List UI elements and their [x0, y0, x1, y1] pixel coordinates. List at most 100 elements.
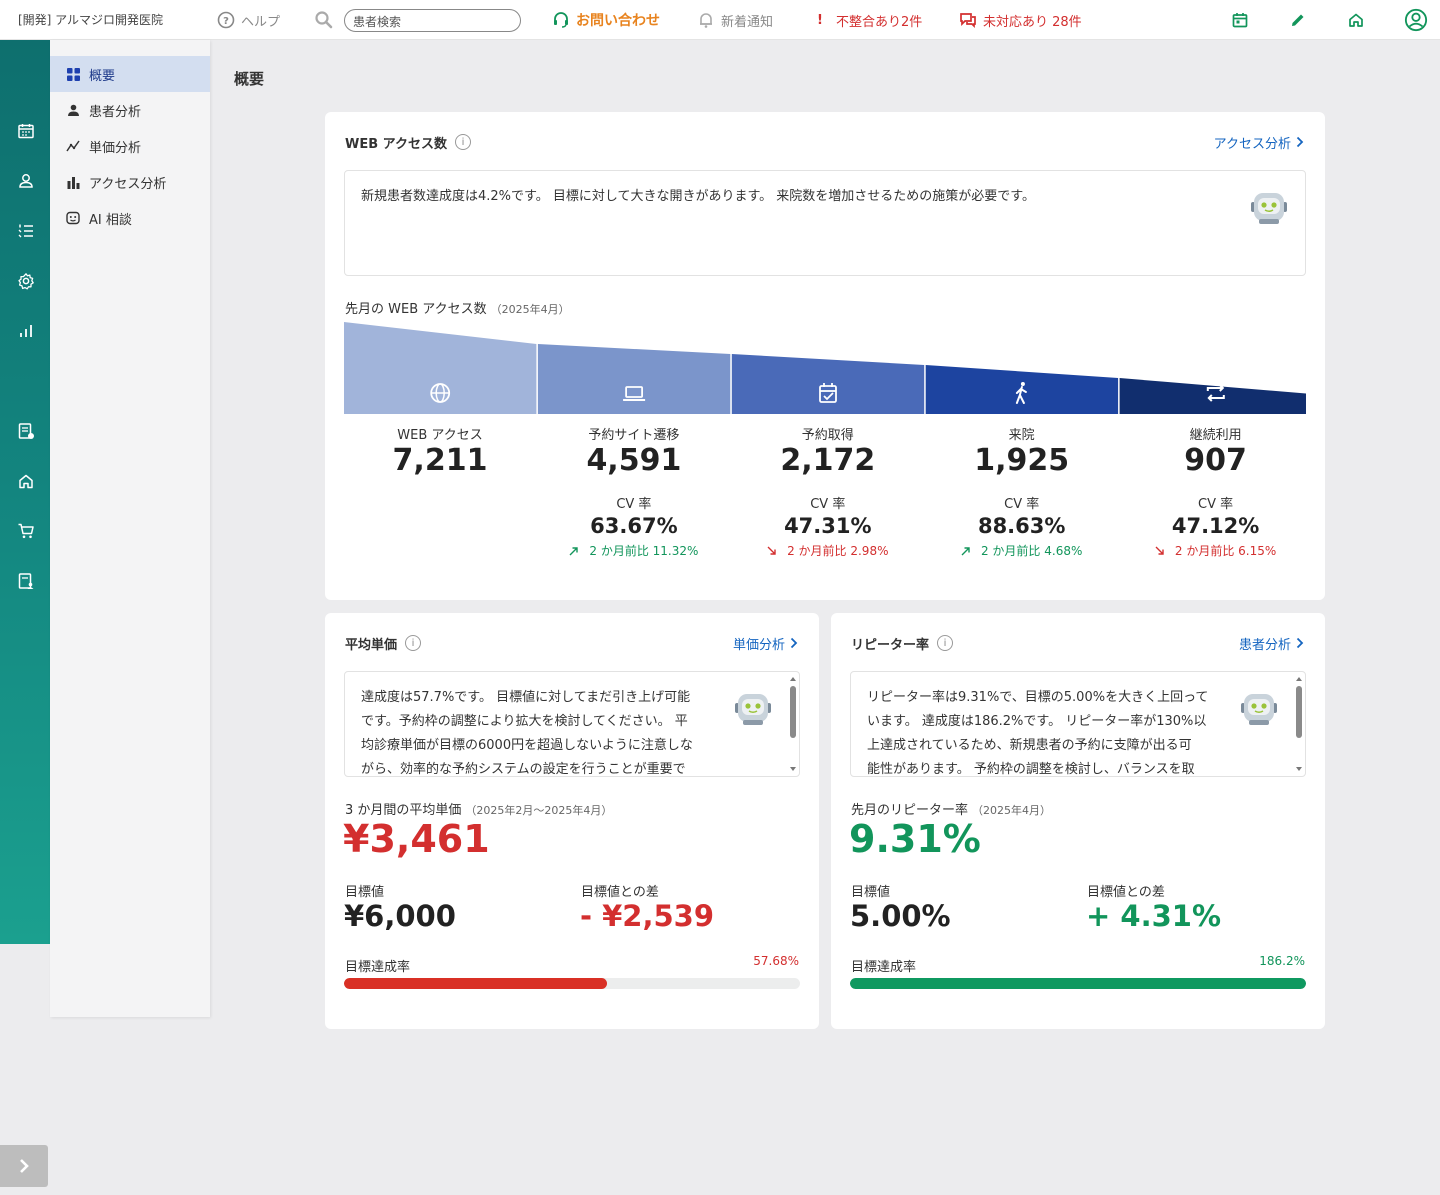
ai-comment-box[interactable]: リピーター率は9.31%で、目標の5.00%を大きく上回って います。 達成度は… [850, 671, 1306, 777]
subnav-item-patient-analysis[interactable]: 患者分析 [50, 92, 210, 128]
rail-user-report[interactable] [15, 570, 37, 592]
info-icon[interactable]: i [455, 134, 472, 150]
subnav-label: 概要 [89, 68, 116, 84]
calendar-button[interactable] [1228, 0, 1252, 40]
link-label: 患者分析 [1238, 637, 1291, 653]
ai-comment-box: 新規患者数達成度は4.2%です。 目標に対して大きな開きがあります。 来院数を増… [344, 170, 1306, 276]
subnav-item-ai-consult[interactable]: AI 相談 [50, 200, 210, 236]
achievement-percent: 186.2% [1259, 954, 1305, 968]
sub-navigation: 概要 患者分析 単価分析 アクセス分析 AI 相談 [50, 40, 210, 1017]
bar-chart-icon [66, 175, 80, 189]
kpi-subtitle-text: 先月のリピーター率 [851, 803, 969, 818]
rail-cart[interactable] [15, 520, 37, 542]
comparison-text: 2 か月前比 11.32% [589, 544, 699, 558]
comparison-text: 2 か月前比 2.98% [787, 544, 889, 558]
notice-label: 新着通知 [721, 14, 774, 30]
funnel-chart [344, 322, 1306, 414]
comparison: 2 か月前比 11.32% [538, 542, 730, 559]
ai-comment-line: います。 達成度は186.2%です。 リピーター率が130%以 [867, 714, 1207, 729]
unresolved-label: 未対応あり 28件 [983, 14, 1082, 30]
trend-down-icon [767, 546, 776, 555]
cart-icon [18, 523, 34, 539]
ai-comment-line: リピーター率は9.31%で、目標の5.00%を大きく上回って [867, 690, 1209, 705]
target-label: 目標値 [851, 885, 891, 900]
chevron-right-icon [1296, 637, 1304, 649]
funnel-segment-3 [731, 354, 925, 414]
subnav-item-price-analysis[interactable]: 単価分析 [50, 128, 210, 164]
edit-button[interactable] [1286, 0, 1310, 40]
document-check-icon [18, 423, 34, 439]
rail-patient[interactable] [15, 170, 37, 192]
achievement-label: 目標達成率 [345, 960, 411, 975]
subnav-item-access-analysis[interactable]: アクセス分析 [50, 164, 210, 200]
notice-link[interactable]: 新着通知 [697, 0, 773, 40]
scrollbar-thumb[interactable] [1296, 686, 1302, 738]
rail-list[interactable] [15, 220, 37, 242]
ai-comment-box[interactable]: 達成度は57.7%です。 目標値に対してまだ引き上げ可能 です。予約枠の調整によ… [344, 671, 800, 777]
scroll-down-icon[interactable] [1295, 766, 1303, 772]
account-button[interactable] [1404, 0, 1428, 40]
help-link[interactable]: ? ヘルプ [217, 0, 280, 40]
difference-label: 目標値との差 [581, 885, 659, 900]
rail-report[interactable] [15, 420, 37, 442]
kpi-subtitle: 先月のリピーター率 （2025年4月） [851, 799, 1051, 818]
kpi-period: （2025年2月～2025年4月） [465, 804, 613, 817]
contact-link[interactable]: お問い合わせ [552, 0, 660, 40]
info-icon[interactable]: i [405, 635, 422, 651]
contact-label: お問い合わせ [576, 13, 660, 29]
scrollbar[interactable] [789, 676, 797, 772]
robot-icon [1251, 193, 1287, 224]
cv-label: CV 率 [810, 497, 846, 512]
search-input[interactable]: 患者検索 [344, 8, 521, 32]
achievement-bar [344, 978, 800, 989]
scroll-up-icon[interactable] [1295, 676, 1303, 682]
expand-menu-button[interactable] [0, 1145, 48, 1187]
scroll-up-icon[interactable] [789, 676, 797, 682]
scrollbar[interactable] [1295, 676, 1303, 772]
achievement-percent: 57.68% [753, 954, 799, 968]
home-button[interactable] [1344, 0, 1368, 40]
price-analysis-link[interactable]: 単価分析 [733, 634, 799, 653]
ai-comment-text: 新規患者数達成度は4.2%です。 目標に対して大きな開きがあります。 来院数を増… [361, 189, 1036, 204]
grid-icon [66, 67, 80, 81]
bell-icon [700, 13, 712, 28]
rail-home[interactable] [15, 470, 37, 492]
card-title: リピーター率 [851, 637, 930, 653]
person-icon [19, 174, 33, 188]
stage-label: WEB アクセス [397, 428, 483, 443]
funnel-segment-1 [344, 322, 537, 414]
patient-analysis-link[interactable]: 患者分析 [1239, 634, 1305, 653]
rail-analytics[interactable] [15, 320, 37, 342]
funnel-period: （2025年4月） [490, 303, 570, 316]
unresolved-alert[interactable]: 未対応あり 28件 [959, 0, 1082, 40]
cv-value: 88.63% [977, 514, 1066, 538]
ai-comment-text: 達成度は57.7%です。 目標値に対してまだ引き上げ可能 です。予約枠の調整によ… [361, 686, 693, 776]
rail-settings[interactable] [15, 270, 37, 292]
target-value: 5.00% [850, 899, 951, 933]
ai-comment-line: です。予約枠の調整により拡大を検討してください。 平 [361, 714, 688, 729]
achievement-bar-fill [850, 978, 1306, 989]
info-icon[interactable]: i [937, 635, 954, 651]
globe-icon [430, 383, 451, 403]
scrollbar-thumb[interactable] [790, 686, 796, 738]
patient-search[interactable]: 患者検索 [314, 0, 521, 40]
calendar-check-icon [819, 383, 837, 403]
access-analysis-link[interactable]: アクセス分析 [1214, 133, 1305, 152]
mismatch-label: 不整合あり2件 [836, 14, 923, 30]
mismatch-alert[interactable]: ! 不整合あり2件 [814, 0, 922, 40]
cv-value: 47.31% [784, 514, 872, 538]
subnav-item-overview[interactable]: 概要 [50, 56, 210, 92]
stage-value: 1,925 [974, 443, 1070, 478]
document-person-icon [18, 573, 34, 589]
subnav-label: アクセス分析 [89, 176, 167, 192]
stage-value: 907 [1184, 443, 1247, 478]
stage-value: 4,591 [586, 443, 682, 478]
rail-calendar[interactable] [15, 120, 37, 142]
help-label: ヘルプ [241, 14, 281, 30]
stage-label: 予約取得 [801, 428, 854, 443]
scroll-down-icon[interactable] [789, 766, 797, 772]
ai-comment-line: 達成度は57.7%です。 目標値に対してまだ引き上げ可能 [361, 690, 691, 705]
repeater-rate-value: 9.31% [849, 817, 981, 861]
comparison-text: 2 か月前比 4.68% [980, 544, 1083, 558]
kpi-subtitle-text: 3 か月間の平均単価 [345, 803, 462, 818]
